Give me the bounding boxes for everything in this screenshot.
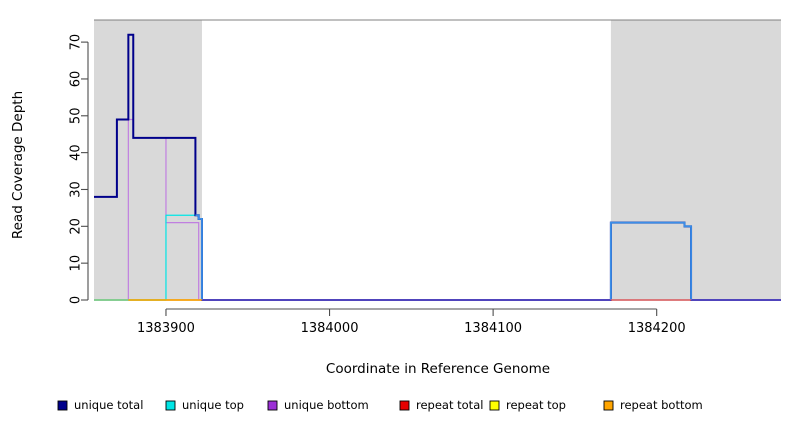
repeat-region-right	[610, 20, 781, 300]
legend-item-repeat-bottom[interactable]: repeat bottom	[603, 398, 703, 412]
y-tick-label: 50	[69, 108, 84, 125]
y-tick-label: 70	[69, 34, 84, 51]
legend-item-repeat-top[interactable]: repeat top	[489, 398, 566, 412]
legend-label: repeat top	[506, 398, 566, 412]
legend-item-unique-top[interactable]: unique top	[165, 398, 244, 412]
repeat-region-left	[94, 20, 202, 300]
y-tick-label: 20	[69, 218, 84, 235]
chart-legend: unique total unique top unique bottom repea…	[57, 398, 703, 412]
y-tick-label: 60	[69, 71, 84, 88]
x-tick-label: 1384200	[628, 321, 686, 336]
legend-swatch-icon	[603, 400, 614, 411]
legend-swatch-icon	[57, 400, 68, 411]
series-lines	[94, 33, 781, 301]
legend-swatch-icon	[165, 400, 176, 411]
x-tick-label: 1384000	[301, 321, 359, 336]
y-tick-label: 30	[69, 181, 84, 198]
legend-label: unique total	[74, 398, 143, 412]
legend-swatch-icon	[267, 400, 278, 411]
series-line-unique-total-right-block	[609, 221, 692, 300]
legend-label: repeat bottom	[620, 398, 703, 412]
x-axis-tick-labels: 1383900 1384000 1384100 1384200	[137, 321, 686, 336]
y-tick-label: 40	[69, 144, 84, 161]
legend-swatch-icon	[489, 400, 500, 411]
y-axis	[81, 41, 89, 301]
x-axis	[165, 308, 658, 316]
series-line-unique-total-left-drop	[195, 214, 203, 300]
x-axis-title: Coordinate in Reference Genome	[326, 361, 550, 377]
legend-swatch-icon	[399, 400, 410, 411]
legend-label: unique bottom	[284, 398, 369, 412]
legend-label: unique top	[182, 398, 244, 412]
y-tick-label: 0	[69, 296, 84, 304]
y-axis-title: Read Coverage Depth	[10, 91, 26, 239]
legend-label: repeat total	[416, 398, 483, 412]
shaded-regions	[94, 20, 781, 300]
x-tick-label: 1384100	[464, 321, 522, 336]
x-tick-label: 1383900	[137, 321, 195, 336]
legend-item-unique-bottom[interactable]: unique bottom	[267, 398, 369, 412]
legend-item-repeat-total[interactable]: repeat total	[399, 398, 483, 412]
legend-item-unique-total[interactable]: unique total	[57, 398, 143, 412]
y-axis-tick-labels: 0 10 20 30 40 50 60 70	[69, 34, 84, 304]
y-tick-label: 10	[69, 255, 84, 272]
